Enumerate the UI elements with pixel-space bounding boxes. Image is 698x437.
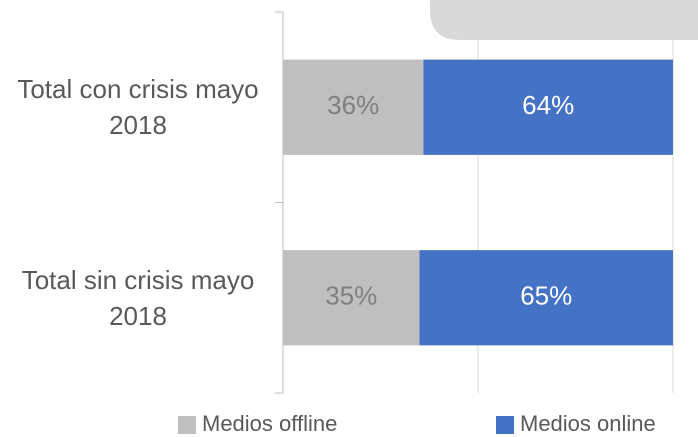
decoration-shape	[430, 0, 698, 40]
legend-label: Medios offline	[202, 411, 337, 436]
legend-label: Medios online	[520, 411, 656, 436]
legend-swatch	[178, 416, 196, 434]
data-label: 65%	[520, 281, 572, 311]
y-tick-label: Total con crisis mayo 2018	[17, 74, 259, 141]
bar-segment	[423, 59, 673, 155]
bar-segment	[419, 250, 673, 346]
data-label: 35%	[325, 281, 377, 311]
bar-segment	[283, 59, 424, 155]
y-tick-label: Total sin crisis mayo 2018	[21, 264, 255, 331]
legend-swatch	[496, 416, 514, 434]
bar-segment	[283, 250, 420, 346]
data-label: 64%	[522, 90, 574, 120]
data-label: 36%	[327, 90, 379, 120]
